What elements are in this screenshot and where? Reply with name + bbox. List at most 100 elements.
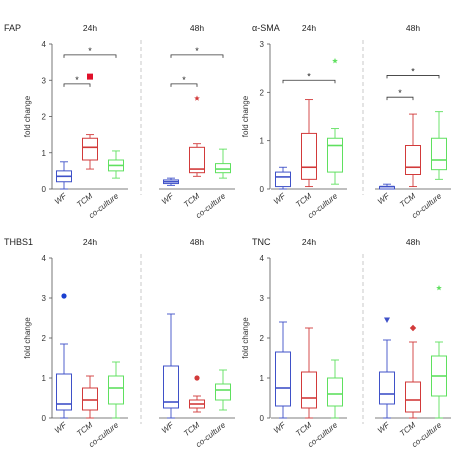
timepoint-label: 48h (406, 237, 420, 247)
significance-star: * (88, 46, 92, 56)
y-tick-label: 1 (42, 149, 47, 158)
x-category-label: TCM (75, 420, 94, 438)
panel-title: FAP (4, 23, 21, 33)
box-WF: WF (53, 161, 72, 206)
y-tick-label: 1 (260, 374, 265, 383)
x-category-label: WF (376, 191, 392, 206)
y-tick-label: 0 (42, 185, 47, 194)
x-category-label: co-culture (410, 420, 444, 449)
y-axis-label: fold change (241, 317, 250, 359)
x-category-label: co-culture (194, 191, 228, 220)
box-WF: WF (272, 166, 291, 206)
y-tick-label: 2 (260, 334, 265, 343)
box-iqr (301, 371, 317, 409)
box-iqr (82, 137, 98, 161)
significance-star: * (182, 75, 186, 85)
y-axis-label: fold change (23, 95, 32, 137)
y-tick-label: 1 (260, 137, 265, 146)
box-iqr (56, 373, 72, 411)
box-iqr (275, 351, 291, 407)
box-WF: WF (160, 177, 179, 206)
box-co-culture: co-culture (306, 359, 343, 449)
y-tick-label: 3 (260, 40, 265, 49)
significance-star: * (411, 66, 415, 76)
timepoint-label: 48h (406, 23, 420, 33)
x-category-label: TCM (182, 191, 201, 209)
outlier-point (61, 293, 67, 299)
x-category-label: WF (160, 420, 176, 435)
significance-bracket (63, 54, 117, 58)
box-iqr (215, 163, 231, 174)
x-category-label: TCM (75, 191, 94, 209)
outlier-point (436, 285, 442, 291)
box-iqr (163, 365, 179, 409)
significance-bracket (282, 79, 336, 84)
y-tick-label: 3 (42, 76, 47, 85)
outlier-point (409, 324, 417, 332)
box-iqr (405, 381, 421, 413)
x-category-label: co-culture (410, 191, 444, 220)
x-category-label: TCM (398, 191, 417, 209)
x-category-label: WF (272, 420, 288, 435)
significance-bracket (386, 75, 440, 79)
timepoint-label: 24h (302, 23, 316, 33)
y-tick-label: 0 (260, 185, 265, 194)
y-tick-label: 1 (42, 374, 47, 383)
x-category-label: co-culture (87, 191, 121, 220)
box-co-culture: co-culture (410, 341, 447, 449)
panel-title: α-SMA (252, 23, 280, 33)
panel-title: THBS1 (4, 237, 33, 247)
box-TCM: TCM (294, 327, 317, 438)
box-TCM: TCM (75, 134, 98, 209)
box-iqr (215, 383, 231, 401)
box-iqr (275, 171, 291, 188)
box-WF: WF (53, 343, 72, 435)
x-category-label: WF (53, 191, 69, 206)
timepoint-label: 48h (190, 23, 204, 33)
box-iqr (108, 375, 124, 405)
y-tick-label: 4 (42, 40, 47, 49)
box-TCM: TCM (75, 375, 98, 438)
x-category-label: TCM (398, 420, 417, 438)
box-TCM: TCM (398, 113, 421, 209)
significance-star: * (195, 46, 199, 56)
box-WF: WF (376, 339, 395, 435)
outlier-point (384, 317, 390, 323)
box-iqr (431, 137, 447, 171)
x-category-label: co-culture (306, 191, 340, 220)
box-co-culture: co-culture (194, 148, 231, 220)
y-axis-label: fold change (241, 95, 250, 137)
x-category-label: WF (376, 420, 392, 435)
box-iqr (327, 137, 343, 173)
box-TCM: TCM (398, 341, 421, 438)
y-tick-label: 3 (42, 294, 47, 303)
box-iqr (82, 387, 98, 411)
panel-title: TNC (252, 237, 271, 247)
x-category-label: co-culture (306, 420, 340, 449)
significance-star: * (75, 75, 79, 85)
outlier-point (194, 95, 200, 101)
y-tick-label: 0 (260, 414, 265, 423)
outlier-point (87, 73, 93, 80)
y-tick-label: 4 (260, 254, 265, 263)
outlier-point (194, 375, 200, 381)
box-TCM: TCM (294, 99, 317, 209)
x-category-label: TCM (182, 420, 201, 438)
box-iqr (327, 377, 343, 407)
y-tick-label: 2 (42, 334, 47, 343)
significance-bracket (170, 83, 198, 87)
x-category-label: TCM (294, 420, 313, 438)
x-category-label: WF (272, 191, 288, 206)
y-tick-label: 4 (42, 254, 47, 263)
